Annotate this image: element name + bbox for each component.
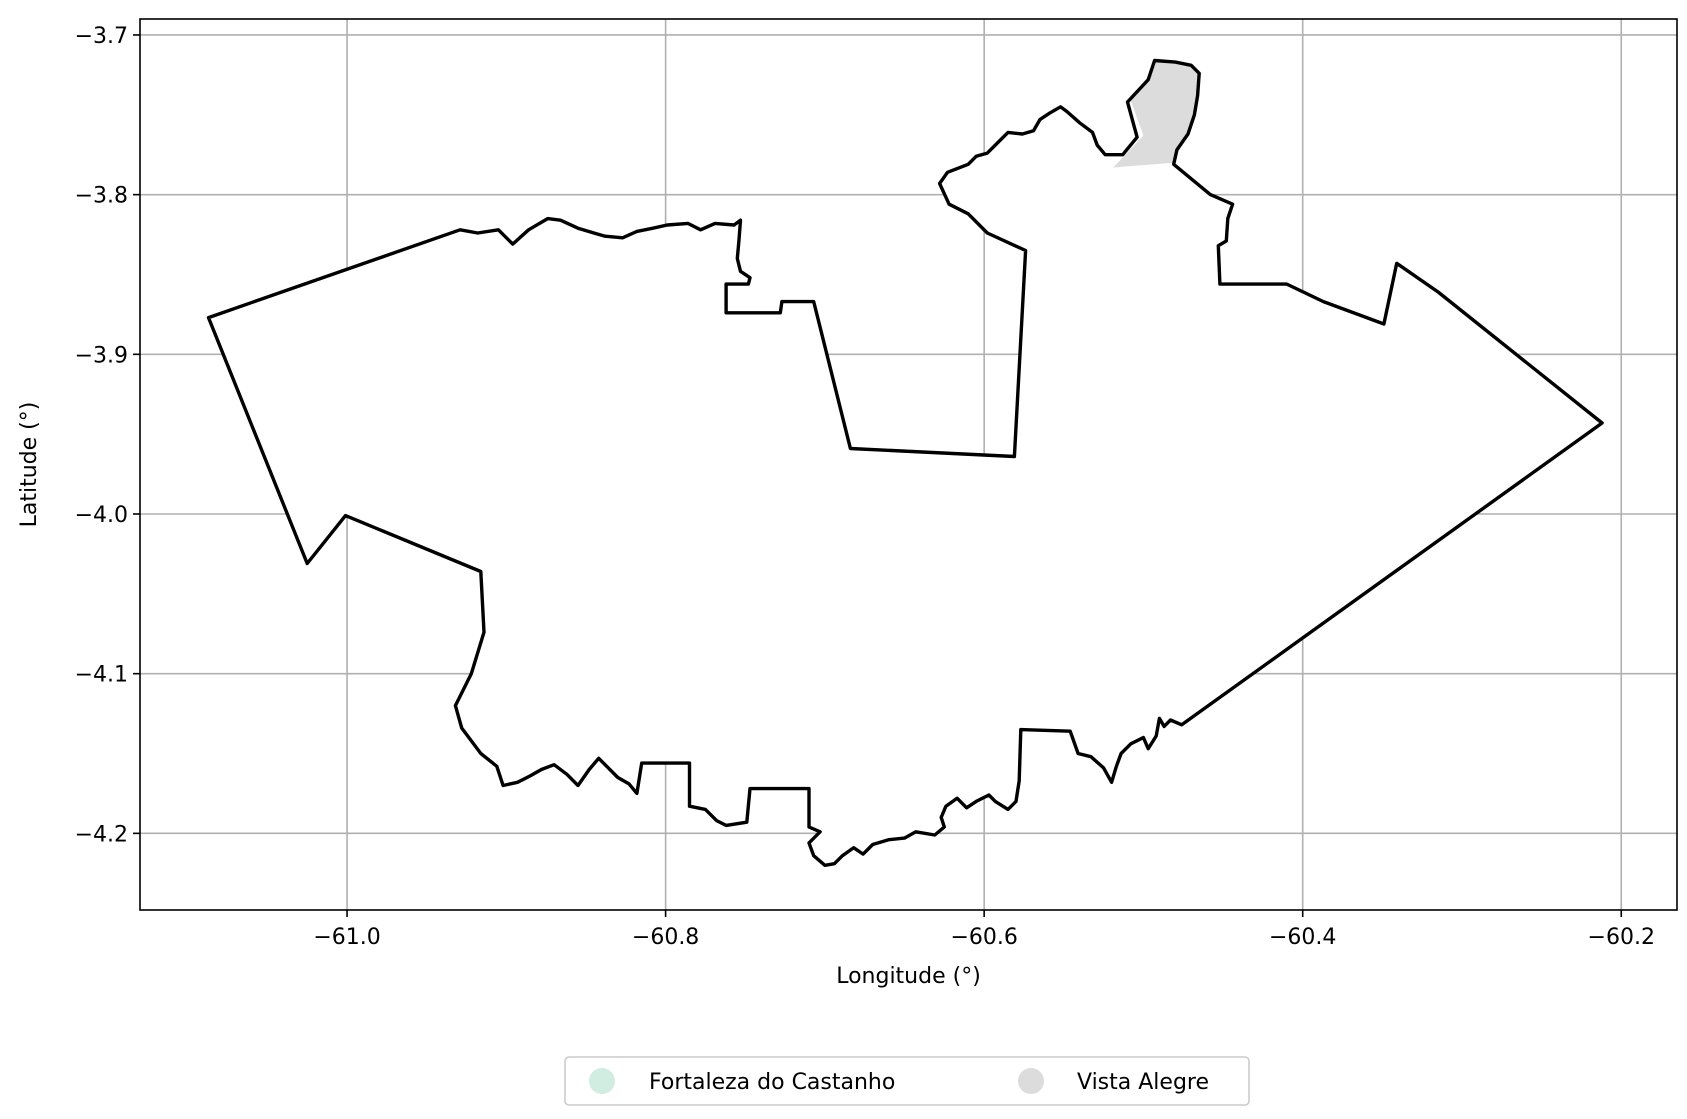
y-tick-label: −3.8 <box>75 184 128 209</box>
x-tick-label: −60.8 <box>632 925 699 950</box>
region-vista-alegre <box>1113 60 1200 168</box>
y-axis-title: Latitude (°) <box>17 402 42 528</box>
x-tick-label: −60.2 <box>1588 925 1655 950</box>
y-tick-label: −4.1 <box>75 663 128 688</box>
tick-layer: −61.0 −60.8 −60.6 −60.4 −60.2 −3.7 −3.8 −3.9 −4.… <box>75 24 1655 950</box>
legend-label-fortaleza-do-castanho: Fortaleza do Castanho <box>649 1070 895 1095</box>
region-outline-layer <box>206 58 1604 867</box>
y-tick-label: −4.0 <box>75 503 128 528</box>
y-tick-label: −4.2 <box>75 822 128 847</box>
legend-swatch-vista-alegre <box>1018 1068 1044 1094</box>
region-fill-layer <box>208 60 1603 866</box>
x-tick-label: −61.0 <box>313 925 380 950</box>
y-tick-label: −3.7 <box>75 24 128 49</box>
legend-swatch-fortaleza-do-castanho <box>589 1068 615 1094</box>
legend-label-vista-alegre: Vista Alegre <box>1077 1070 1209 1095</box>
y-tick-label: −3.9 <box>75 343 128 368</box>
x-tick-label: −60.4 <box>1269 925 1336 950</box>
boundary-outline <box>206 58 1604 867</box>
x-tick-label: −60.6 <box>950 925 1017 950</box>
x-axis-title: Longitude (°) <box>836 964 981 989</box>
plot-frame <box>139 18 1678 911</box>
legend: Fortaleza do Castanho Vista Alegre <box>564 1056 1250 1106</box>
legend-box <box>564 1056 1250 1106</box>
region-fortaleza-do-castanho <box>208 60 1603 866</box>
